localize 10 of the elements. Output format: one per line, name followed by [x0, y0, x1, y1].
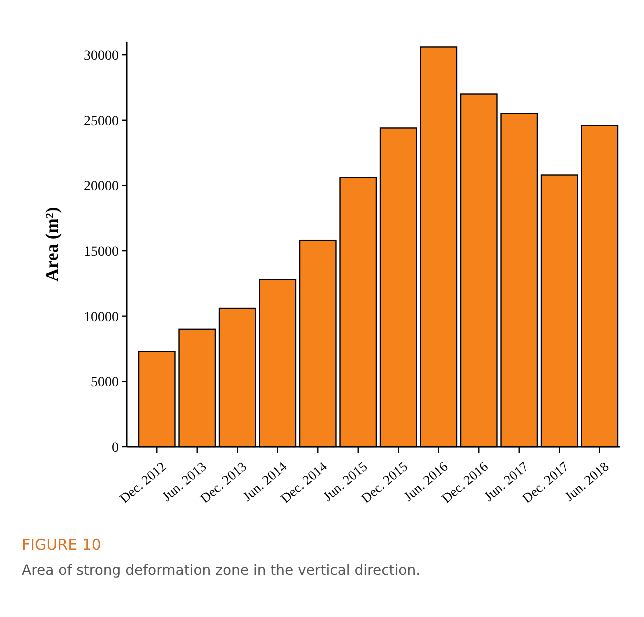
y-tick-label: 0 [112, 440, 119, 456]
text: FIGURE 10 [22, 536, 102, 554]
y-tick-label: 25000 [84, 114, 119, 130]
y-tick-label: 10000 [84, 310, 119, 326]
y-tick-label: 20000 [84, 180, 119, 195]
y-tick-label: 15000 [84, 244, 119, 260]
y-tick-label: 5000 [91, 376, 119, 391]
y-tick-label: 30000 [84, 48, 119, 64]
y-axis-title: Area (m²) [42, 207, 62, 282]
text: Area of strong deformation zone in the vertical direction. [22, 563, 421, 579]
